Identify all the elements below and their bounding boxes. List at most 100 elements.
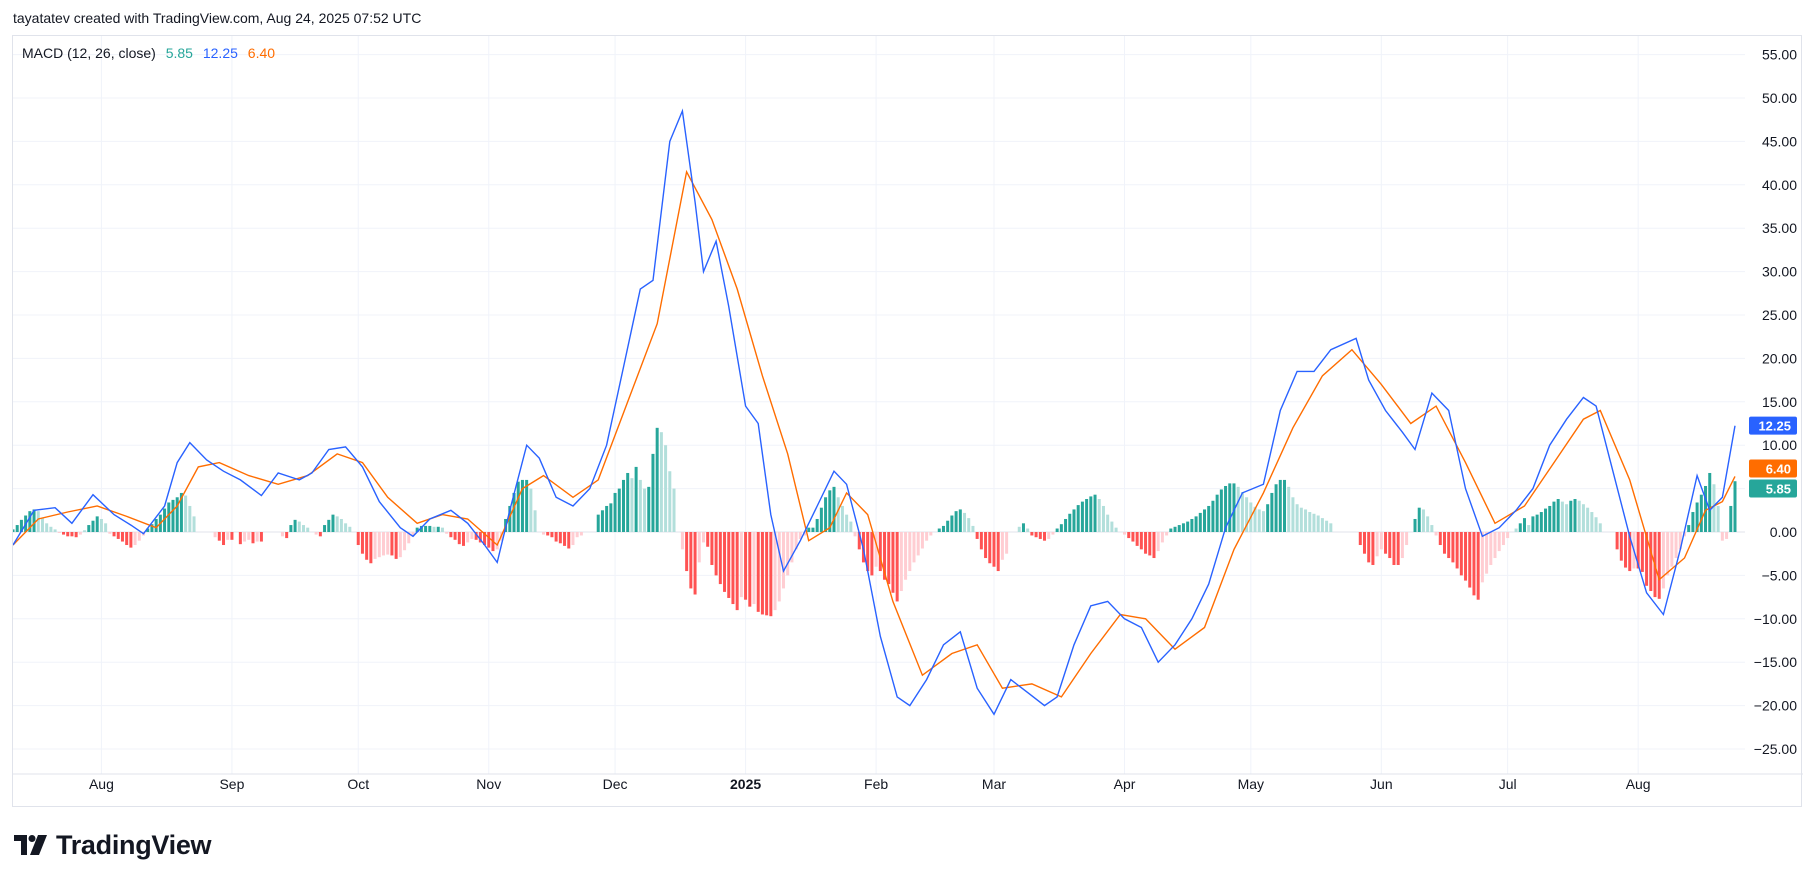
histogram-bar: [428, 525, 432, 532]
price-scale[interactable]: 55.00 50.00 45.00 40.00 35.00 30.00 25.00 20.00…: [1754, 47, 1797, 757]
histogram-bar: [1278, 479, 1282, 532]
histogram-bar: [365, 532, 369, 560]
histogram-bar: [478, 532, 482, 543]
histogram-bar: [1131, 532, 1135, 542]
histogram-bar: [289, 525, 293, 532]
histogram-bar: [1413, 518, 1417, 532]
histogram-bar: [1586, 507, 1590, 532]
price-tick-label: 35.00: [1762, 220, 1797, 236]
histogram-bar: [836, 497, 840, 532]
histogram-bar: [1367, 532, 1371, 563]
histogram-bar: [630, 478, 634, 532]
histogram-bar: [1190, 518, 1194, 532]
histogram-bar: [706, 532, 710, 547]
histogram-bar: [1005, 532, 1009, 554]
histogram-bar: [238, 532, 242, 545]
histogram-bar: [323, 525, 327, 532]
time-tick-label: Jul: [1499, 776, 1517, 792]
histogram-bar: [655, 427, 659, 532]
price-tick-label: −10.00: [1754, 611, 1797, 627]
histogram-bar: [558, 532, 562, 544]
histogram-bar: [1704, 485, 1708, 532]
histogram-bar: [411, 532, 415, 537]
histogram-bar: [125, 532, 129, 546]
tradingview-brand[interactable]: TradingView: [14, 829, 212, 860]
histogram-bar: [781, 532, 785, 589]
histogram-bar: [1240, 492, 1244, 532]
histogram-bar: [1021, 523, 1025, 532]
histogram-bar: [1228, 483, 1232, 532]
histogram-bar: [53, 529, 57, 532]
histogram-bar: [849, 521, 853, 532]
histogram-bar: [727, 532, 731, 598]
signal-line: [13, 169, 1736, 698]
histogram-bar: [866, 532, 870, 572]
histogram-bar: [638, 479, 642, 532]
histogram-bar: [857, 532, 861, 550]
histogram-bar: [251, 532, 255, 544]
histogram-bar: [1106, 514, 1110, 532]
histogram-bar: [963, 512, 967, 532]
histogram-bar: [1581, 504, 1585, 532]
histogram-bar: [360, 532, 364, 554]
histogram-bar: [1068, 513, 1072, 532]
histogram-bar: [1560, 501, 1564, 532]
histogram-bar: [1426, 516, 1430, 532]
histogram-bar: [1720, 532, 1724, 541]
histogram-bar: [996, 532, 1000, 572]
histogram-bar: [899, 532, 903, 592]
histogram-bar: [226, 532, 230, 540]
histogram-bar: [1699, 494, 1703, 532]
histogram-bar: [714, 532, 718, 576]
brand-name: TradingView: [56, 829, 212, 860]
signal-value-tag: 6.40: [1749, 459, 1797, 478]
histogram-bar: [331, 514, 335, 532]
histogram-bar: [1522, 518, 1526, 532]
histogram-bar: [377, 532, 381, 558]
histogram-bar: [1455, 532, 1459, 569]
histogram-bar: [356, 532, 360, 546]
histogram-bar: [1165, 532, 1169, 536]
histogram-bar: [710, 532, 714, 565]
histogram-bar: [1093, 494, 1097, 532]
histogram-bar: [1708, 472, 1712, 532]
histogram-bar: [1123, 532, 1127, 535]
histogram-bar: [664, 445, 668, 532]
price-tick-label: −5.00: [1762, 567, 1798, 583]
indicator-legend[interactable]: MACD (12, 26, close) 5.85 12.25 6.40: [22, 45, 281, 61]
histogram-bar: [904, 532, 908, 580]
histogram-bar: [1295, 504, 1299, 532]
histogram-bar: [449, 532, 453, 538]
histogram-bar: [777, 532, 781, 602]
macd-chart[interactable]: 55.00 50.00 45.00 40.00 35.00 30.00 25.00 20.00…: [13, 36, 1803, 808]
histogram-bar: [213, 532, 217, 538]
histogram-bar: [15, 525, 19, 532]
histogram-bar: [1645, 532, 1649, 586]
histogram-bar: [1375, 532, 1379, 557]
histogram-bar: [803, 532, 807, 536]
histogram-bar: [440, 527, 444, 532]
histogram-bar: [1640, 532, 1644, 572]
histogram-bar: [403, 532, 407, 551]
histogram-bar: [1379, 532, 1383, 550]
histogram-bar: [382, 532, 386, 556]
histogram-bar: [853, 532, 857, 537]
time-tick-label: Apr: [1114, 776, 1136, 792]
histogram-bar: [760, 532, 764, 615]
histogram-bar: [1043, 532, 1047, 541]
grid-lines: [13, 36, 1803, 775]
histogram-bar: [348, 526, 352, 532]
histogram-bar: [550, 532, 554, 538]
histogram-bar: [184, 495, 188, 532]
histogram-bar: [1565, 504, 1569, 532]
histogram-bar: [1224, 485, 1228, 532]
chart-pane[interactable]: 55.00 50.00 45.00 40.00 35.00 30.00 25.00 20.00…: [12, 35, 1803, 808]
time-scale[interactable]: Aug Sep Oct Nov Dec 2025 Feb Mar Apr May Jun Jul Aug: [89, 776, 1651, 792]
histogram-bar: [1552, 501, 1556, 532]
histogram-bar: [1417, 507, 1421, 532]
histogram-bar: [1472, 532, 1476, 596]
histogram-bar: [941, 525, 945, 532]
histogram-bar: [369, 532, 373, 564]
histogram-bar: [701, 532, 705, 543]
histogram-bar: [735, 532, 739, 611]
